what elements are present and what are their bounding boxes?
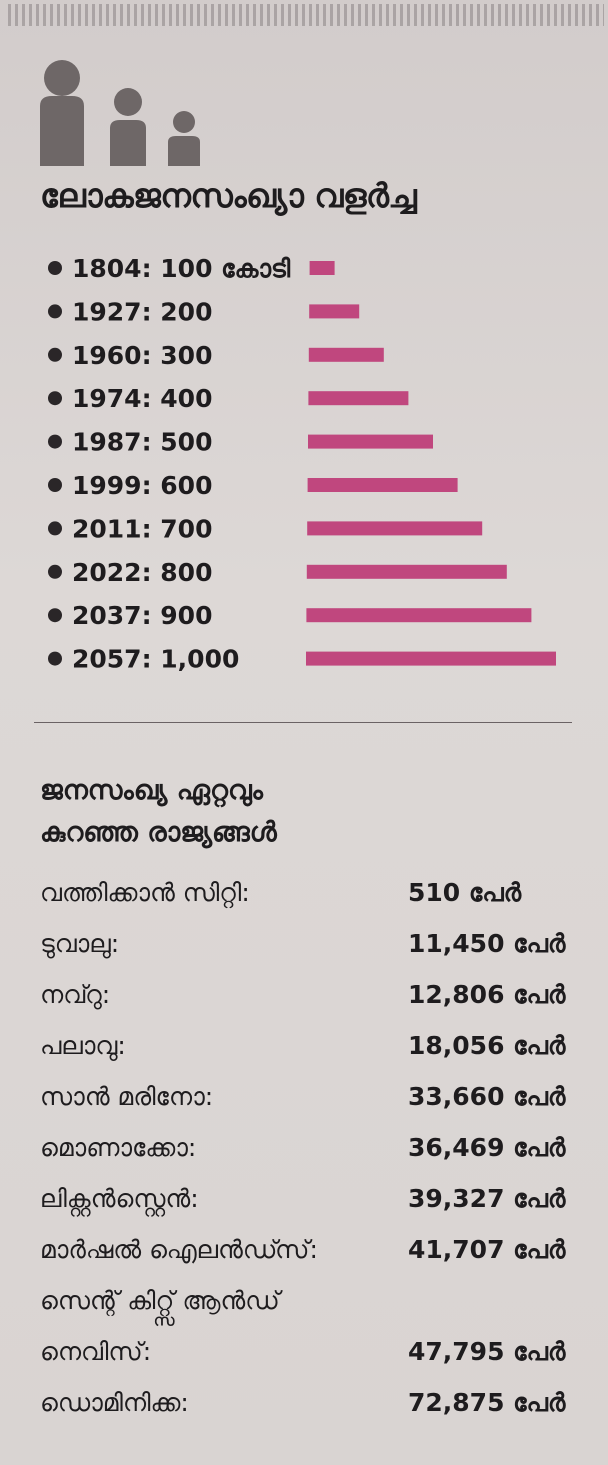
country-name: മൊണാക്കോ:: [40, 1133, 197, 1162]
bullet-dot: [48, 521, 62, 536]
country-population: 47,795 പേർ: [408, 1337, 566, 1366]
country-population: 72,875 പേർ: [408, 1388, 566, 1417]
country-row: മൊണാക്കോ: 36,469 പേർ: [40, 1125, 600, 1176]
bar-label: 1960: 300: [72, 341, 212, 370]
country-name: ലിക്റ്റൻസ്റ്റെൻ:: [40, 1184, 199, 1213]
country-row: നവ്റു: 12,806 പേർ: [40, 972, 600, 1023]
chart-title: ലോകജനസംഖ്യാ വളർച്ച: [40, 176, 417, 215]
country-row: ഡൊമിനിക്ക: 72,875 പേർ: [40, 1380, 600, 1431]
country-name: മാർഷൽ ഐലൻഡ്സ്:: [40, 1235, 318, 1264]
country-population: 11,450 പേർ: [408, 929, 566, 958]
least-populated-title-line2: കുറഞ്ഞ രാജ്യങ്ങൾ: [40, 817, 277, 848]
country-population: 36,469 പേർ: [408, 1133, 566, 1162]
bullet-dot: [48, 261, 62, 275]
country-list: വത്തിക്കാൻ സിറ്റി: 510 പേർ ടുവാലു: 11,45…: [40, 870, 600, 1431]
bar: [306, 608, 532, 623]
bar-label: 2057: 1,000: [72, 645, 239, 674]
country-name-continued: നെവിസ്:: [40, 1337, 152, 1366]
bar: [308, 347, 384, 362]
country-name: ടുവാലു:: [40, 929, 120, 958]
bullet-dot: [48, 651, 62, 666]
bar: [308, 391, 409, 406]
bar-label: 1999: 600: [72, 471, 212, 500]
bullet-dot: [48, 564, 62, 579]
country-name: നവ്റു:: [40, 980, 111, 1009]
bar-label: 1927: 200: [72, 297, 212, 326]
bar: [308, 434, 433, 449]
bar: [307, 478, 458, 492]
country-row: ടുവാലു: 11,450 പേർ: [40, 921, 600, 972]
bar-label: 1974: 400: [72, 384, 212, 413]
top-stripe: [8, 4, 604, 26]
least-populated-title-line1: ജനസംഖ്യ ഏറ്റവും: [40, 775, 263, 806]
country-row: സാൻ മരിനോ: 33,660 പേർ: [40, 1074, 600, 1125]
country-row: വത്തിക്കാൻ സിറ്റി: 510 പേർ: [40, 870, 600, 921]
country-population: 18,056 പേർ: [408, 1031, 566, 1060]
bullet-dot: [48, 347, 62, 362]
population-bar-chart: 1804: 100 കോടി 1927: 200 1960: 300 1974: 40…: [48, 254, 556, 674]
bar-label: 2011: 700: [72, 514, 212, 543]
bullet-dot: [48, 608, 62, 623]
bar-label: 1987: 500: [72, 428, 212, 457]
bar: [306, 564, 507, 579]
country-row: സെന്റ് കിറ്റ്സ് ആൻഡ് നെവിസ്: 47,795 പേർ: [40, 1278, 600, 1380]
people-icon: [40, 60, 200, 166]
country-population: 39,327 പേർ: [408, 1184, 566, 1213]
country-population: 510 പേർ: [408, 878, 522, 907]
country-name: സാൻ മരിനോ:: [40, 1082, 214, 1111]
country-name: പലാവു:: [40, 1031, 126, 1060]
country-row: ലിക്റ്റൻസ്റ്റെൻ: 39,327 പേർ: [40, 1176, 600, 1227]
bar-label: 2037: 900: [72, 601, 212, 630]
least-populated-title: ജനസംഖ്യ ഏറ്റവും കുറഞ്ഞ രാജ്യങ്ങൾ: [40, 770, 580, 854]
country-name: സെന്റ് കിറ്റ്സ് ആൻഡ്: [40, 1286, 280, 1315]
bullet-dot: [48, 304, 62, 319]
bullet-dot: [48, 434, 62, 449]
country-row: മാർഷൽ ഐലൻഡ്സ്: 41,707 പേർ: [40, 1227, 600, 1278]
bar: [307, 521, 483, 536]
country-population: 41,707 പേർ: [408, 1235, 566, 1264]
bar-label: 2022: 800: [72, 558, 212, 587]
country-name: വത്തിക്കാൻ സിറ്റി:: [40, 878, 250, 907]
section-divider: [34, 722, 572, 723]
bullet-dot: [48, 478, 62, 492]
bar: [306, 651, 556, 666]
country-row: പലാവു: 18,056 പേർ: [40, 1023, 600, 1074]
bullet-dot: [48, 391, 62, 406]
bar-label: 1804: 100 കോടി: [72, 254, 291, 283]
country-population: 33,660 പേർ: [408, 1082, 566, 1111]
country-population: 12,806 പേർ: [408, 980, 566, 1009]
bar: [309, 261, 335, 275]
bar: [309, 304, 360, 319]
country-name: ഡൊമിനിക്ക:: [40, 1388, 189, 1417]
